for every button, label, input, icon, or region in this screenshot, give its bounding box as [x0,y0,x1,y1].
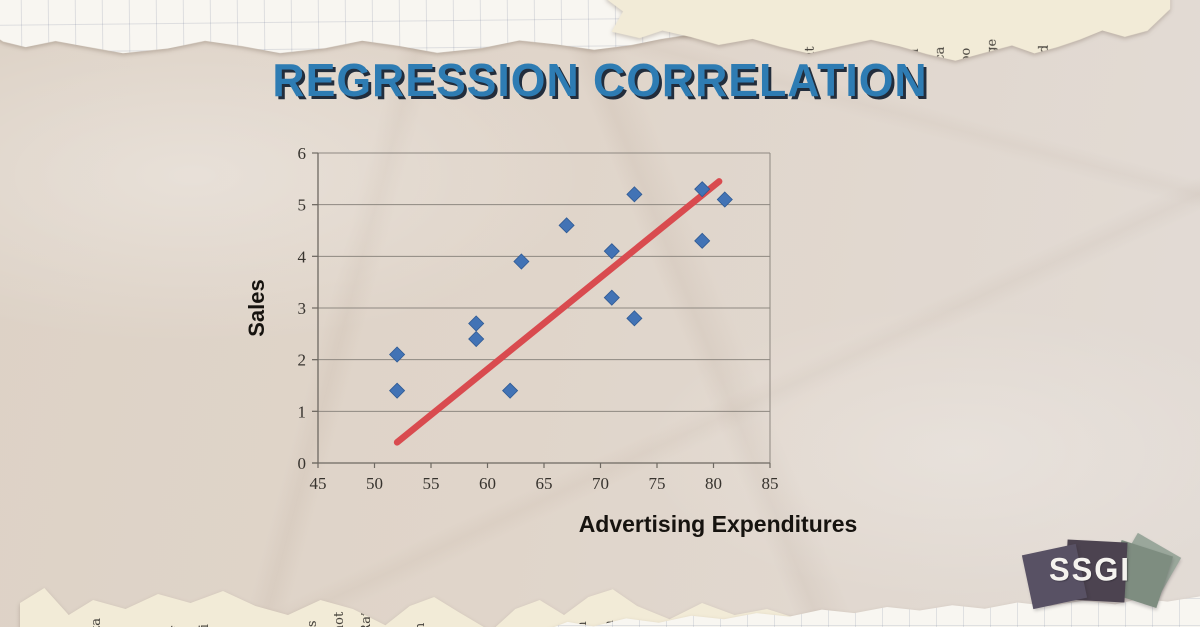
scatter-point [694,232,711,249]
newsprint-fragment: sides [305,597,320,627]
y-tick-label: 5 [298,196,307,215]
newsprint-fragment: or d [225,600,238,627]
scatter-point [389,346,406,363]
newsprint-fragment: ta [1114,53,1130,67]
y-axis-title: Sales [248,279,269,337]
newsprint-fragment: be [776,61,792,70]
x-tick-label: 45 [310,474,327,493]
newsprint-fragment: nc [252,599,265,627]
x-tick-label: 85 [762,474,779,493]
x-tick-label: 55 [423,474,440,493]
newsprint-fragment: leve [880,47,896,70]
newsprint-fragment: n bit [802,46,818,70]
newsprint-text-column-row: niu sqo the chat w ll be n bit for l ane leve resi… [606,0,1171,70]
newsprint-fragment: eq [1010,53,1026,70]
x-tick-label: 80 [705,474,722,493]
scatter-point [694,181,711,198]
newsprint-fragment: l ane [854,42,870,70]
x-tick-label: 75 [649,474,666,493]
newsprint-fragment: or Rat [359,595,374,627]
newsprint-fragment: resi [906,48,922,70]
newsprint-paper: niu sqo the chat w ll be n bit for l ane leve resi… [606,0,1171,70]
scatter-point [502,382,519,399]
newsprint-fragment: nterf [170,602,185,627]
torn-newsprint-top: niu sqo the chat w ll be n bit for l ane leve resi… [606,0,1171,70]
newsprint-fragment: for [828,56,844,70]
newsprint-fragment: w ll [750,54,766,70]
newsprint-fragment: he [522,589,535,627]
newsprint-fragment: sqo [672,57,688,70]
x-axis-title: Advertising Expenditures [579,511,858,537]
newsprint-fragment: a knot [332,596,347,627]
newsprint-fragment: chat [724,50,740,70]
newsprint-fragment: edge [984,38,1000,70]
scatter-point [389,382,406,399]
scatter-point [468,330,485,348]
x-tick-label: 60 [479,474,496,493]
scatter-point [603,243,620,260]
newsprint-fragment: sp [1140,50,1156,66]
scatter-point [626,186,643,203]
torn-graph-paper-bottom [548,592,1200,627]
regression-scatter-chart: 45 50 55 60 65 70 75 80 850123456SalesAdvertisin… [248,144,858,537]
newsprint-fragment: ere [1088,45,1104,68]
newsprint-fragment: here [117,604,130,627]
newsprint-fragment: e d [494,590,509,627]
scatter-point [558,217,575,234]
logo-text: SSGI [1048,551,1132,588]
newsprint-fragment: ed [387,594,400,627]
newsprint-fragment: boo [958,47,974,70]
newsprint-fragment: s ca [932,46,948,70]
newsprint-fragment: nothi [197,601,212,627]
scatter-point [716,191,733,208]
page-title: REGRESSION CORRELATION [272,54,928,106]
y-tick-label: 2 [298,351,307,370]
newsprint-fragment: q [1062,59,1078,69]
x-tick-label: 65 [536,474,553,493]
scatter-point [626,310,643,327]
y-tick-label: 4 [298,247,307,266]
y-tick-label: 3 [298,299,307,318]
x-tick-label: 70 [592,474,609,493]
newsprint-fragment: niu [646,41,662,63]
newsprint-fragment: ver [279,598,292,627]
newsprint-fragment: e-ta [89,588,104,627]
y-tick-label: 6 [298,144,307,163]
newsprint-fragment: cam [413,593,428,627]
newsprint-fragment: d r [468,591,481,627]
x-tick-label: 50 [366,474,383,493]
newsprint-fragment: ped [1036,44,1052,70]
scatter-point [468,315,485,332]
scatter-point [603,289,620,306]
ssgi-logo: SSGI [1021,532,1182,610]
newsprint-fragment: affir [144,603,157,627]
y-tick-label: 1 [298,402,307,421]
newsprint-fragment: the [698,58,714,70]
scatter-point [513,253,530,270]
y-tick-label: 0 [298,454,307,473]
newsprint-fragment: e s [441,592,454,627]
trend-line [393,178,723,446]
